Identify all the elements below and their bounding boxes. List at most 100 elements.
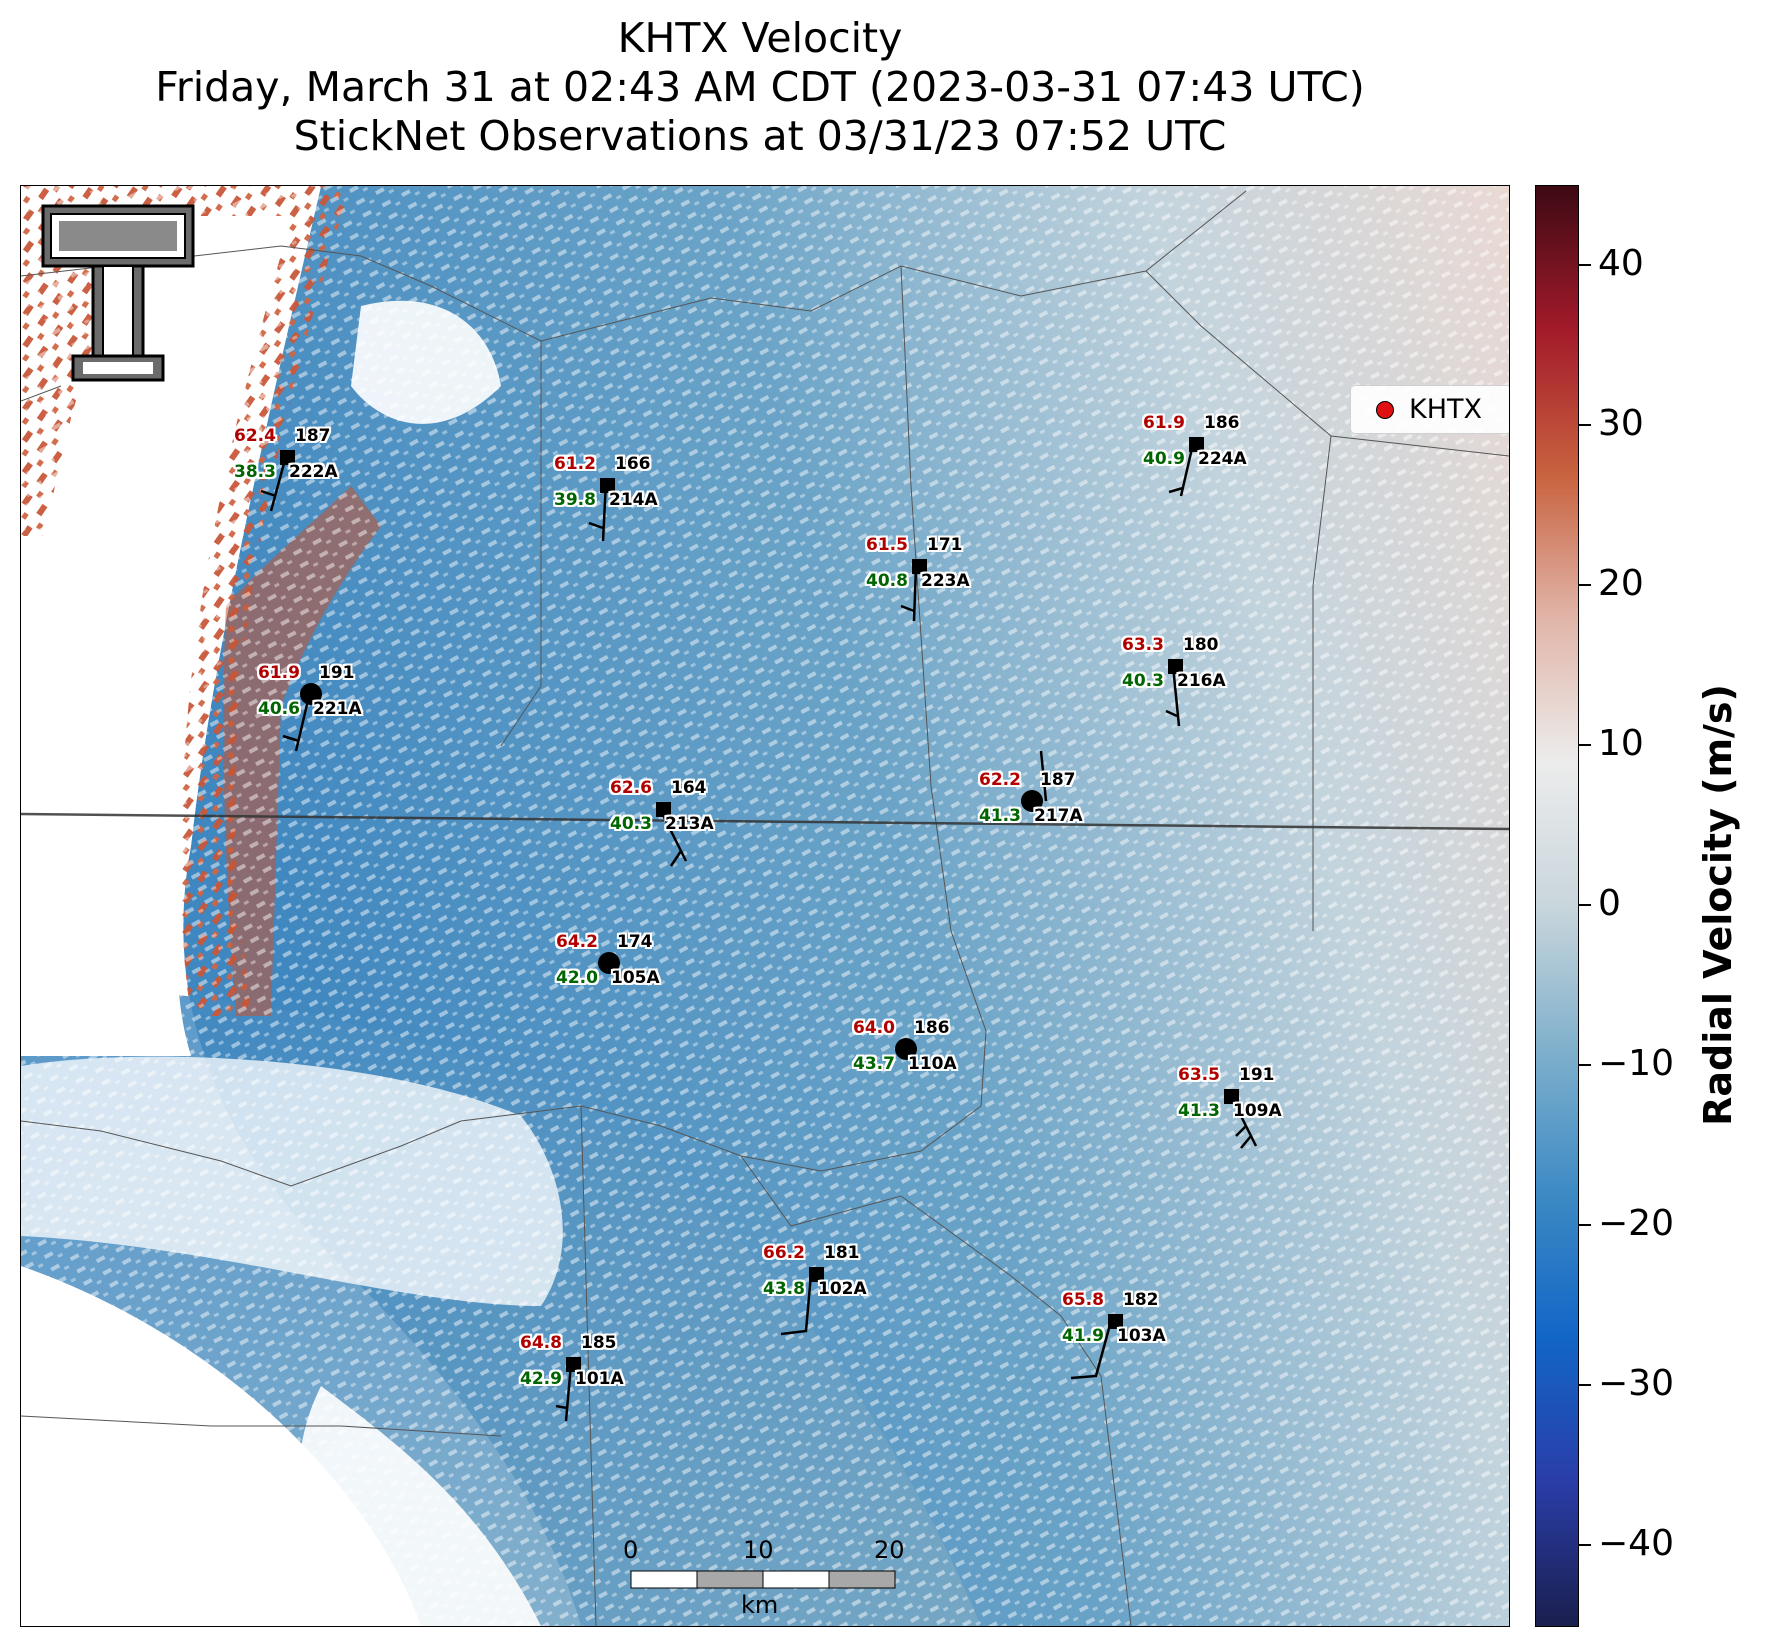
station-id: 213A (665, 814, 714, 834)
station-pressure: 186 (1204, 413, 1240, 433)
station-temperature: 64.2 (556, 932, 598, 952)
station-id: 224A (1198, 449, 1247, 469)
scale-tick-10: 10 (743, 1536, 774, 1564)
station-id: 217A (1034, 806, 1083, 826)
station-circle-marker-icon (598, 952, 620, 974)
colorbar-tick-label: −40 (1598, 1523, 1674, 1564)
station-dewpoint: 41.3 (979, 806, 1021, 826)
station-id: 222A (289, 462, 338, 482)
radar-map[interactable]: KHTX 0 10 20 km 62.4 187 38.3 222A 61.2 166 39… (20, 185, 1510, 1627)
title-line-1: KHTX Velocity (617, 14, 903, 62)
station-square-marker-icon (566, 1357, 581, 1372)
station-dewpoint: 40.9 (1143, 449, 1185, 469)
station-pressure: 174 (617, 932, 653, 952)
station-temperature: 65.8 (1062, 1290, 1104, 1310)
station-pressure: 171 (927, 535, 963, 555)
scale-tick-0: 0 (623, 1536, 639, 1564)
colorbar-tick-label: 30 (1598, 403, 1644, 444)
station-pressure: 166 (615, 454, 651, 474)
no-data-gap-3 (297, 1386, 541, 1626)
colorbar-tick-mark (1579, 424, 1591, 426)
colorbar (1535, 185, 1579, 1627)
station-temperature: 61.9 (1143, 413, 1185, 433)
radar-map-svg (21, 186, 1509, 1626)
colorbar-tick-label: 10 (1598, 723, 1644, 764)
station-pressure: 191 (1239, 1065, 1275, 1085)
no-data-speckle (21, 186, 1509, 1626)
station-dewpoint: 43.8 (763, 1279, 805, 1299)
colorbar-tick-label: −20 (1598, 1203, 1674, 1244)
station-id: 109A (1233, 1101, 1282, 1121)
station-id: 103A (1117, 1326, 1166, 1346)
colorbar-tick-mark (1579, 904, 1591, 906)
station-temperature: 66.2 (763, 1243, 805, 1263)
colorbar-tick-label: −30 (1598, 1363, 1674, 1404)
texas-tech-logo (41, 204, 195, 382)
figure-title: KHTX Velocity Friday, March 31 at 02:43 … (0, 14, 1520, 161)
station-id: 216A (1177, 671, 1226, 691)
colorbar-tick-mark (1579, 1224, 1591, 1226)
station-dewpoint: 40.8 (866, 571, 908, 591)
station-id: 223A (921, 571, 970, 591)
colorbar-tick-mark (1579, 584, 1591, 586)
station-square-marker-icon (280, 450, 295, 465)
boundary-lines (21, 190, 1509, 1626)
scale-unit: km (741, 1591, 779, 1619)
colorbar-tick-mark (1579, 1384, 1591, 1386)
station-pressure: 187 (295, 426, 331, 446)
colorbar-label: Radial Velocity (m/s) (1696, 684, 1740, 1126)
station-id: 105A (611, 968, 660, 988)
station-id: 221A (313, 699, 362, 719)
station-square-marker-icon (1168, 659, 1183, 674)
scale-tick-20: 20 (874, 1536, 905, 1564)
station-dewpoint: 38.3 (234, 462, 276, 482)
station-temperature: 61.5 (866, 535, 908, 555)
station-temperature: 61.2 (554, 454, 596, 474)
station-dewpoint: 40.3 (610, 814, 652, 834)
title-line-2: Friday, March 31 at 02:43 AM CDT (2023-0… (155, 63, 1365, 111)
station-dewpoint: 41.3 (1178, 1101, 1220, 1121)
station-pressure: 181 (824, 1243, 860, 1263)
station-square-marker-icon (600, 478, 615, 493)
station-id: 110A (908, 1054, 957, 1074)
legend-label: KHTX (1409, 394, 1482, 425)
station-temperature: 62.2 (979, 770, 1021, 790)
station-circle-marker-icon (1021, 790, 1043, 812)
colorbar-tick-mark (1579, 1544, 1591, 1546)
station-pressure: 185 (581, 1333, 617, 1353)
map-legend: KHTX (1350, 385, 1509, 434)
station-dewpoint: 41.9 (1062, 1326, 1104, 1346)
station-pressure: 180 (1183, 635, 1219, 655)
station-dewpoint: 39.8 (554, 490, 596, 510)
colorbar-tick-label: 40 (1598, 243, 1644, 284)
scale-bar (630, 1570, 896, 1589)
colorbar-tick-label: 0 (1598, 883, 1621, 924)
station-square-marker-icon (1189, 437, 1204, 452)
station-square-marker-icon (912, 559, 927, 574)
wind-barbs (260, 443, 1258, 1422)
station-id: 214A (609, 490, 658, 510)
state-line (21, 812, 1509, 831)
station-temperature: 62.4 (234, 426, 276, 446)
station-temperature: 64.0 (853, 1018, 895, 1038)
station-temperature: 64.8 (520, 1333, 562, 1353)
radar-site-marker-icon (1376, 401, 1394, 419)
no-data-gap-2 (21, 1056, 563, 1306)
station-dewpoint: 40.3 (1122, 671, 1164, 691)
station-dewpoint: 43.7 (853, 1054, 895, 1074)
station-circle-marker-icon (895, 1038, 917, 1060)
station-dewpoint: 42.9 (520, 1369, 562, 1389)
station-pressure: 186 (914, 1018, 950, 1038)
station-square-marker-icon (656, 802, 671, 817)
station-temperature: 62.6 (610, 778, 652, 798)
colorbar-tick-mark (1579, 264, 1591, 266)
station-temperature: 63.3 (1122, 635, 1164, 655)
station-temperature: 63.5 (1178, 1065, 1220, 1085)
station-temperature: 61.9 (258, 663, 300, 683)
station-square-marker-icon (809, 1267, 824, 1282)
station-dewpoint: 40.6 (258, 699, 300, 719)
station-pressure: 164 (671, 778, 707, 798)
station-pressure: 187 (1040, 770, 1076, 790)
colorbar-tick-mark (1579, 744, 1591, 746)
no-data-gap-1 (351, 300, 501, 424)
